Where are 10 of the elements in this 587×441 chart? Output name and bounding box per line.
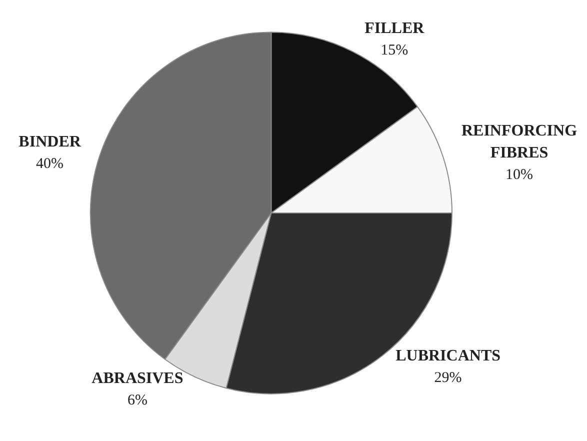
data-label: 10% xyxy=(506,166,533,183)
data-label: 15% xyxy=(380,42,408,58)
slice-label: LUBRICANTS xyxy=(396,347,501,364)
slice-label: ABRASIVES xyxy=(92,370,184,387)
slice-label: REINFORCING FIBRES xyxy=(461,122,578,162)
data-label: 6% xyxy=(127,392,148,408)
data-label: 29% xyxy=(434,370,462,386)
slice-label: FILLER xyxy=(364,20,425,37)
data-label: 40% xyxy=(36,156,64,172)
slice-label: BINDER xyxy=(18,133,82,150)
